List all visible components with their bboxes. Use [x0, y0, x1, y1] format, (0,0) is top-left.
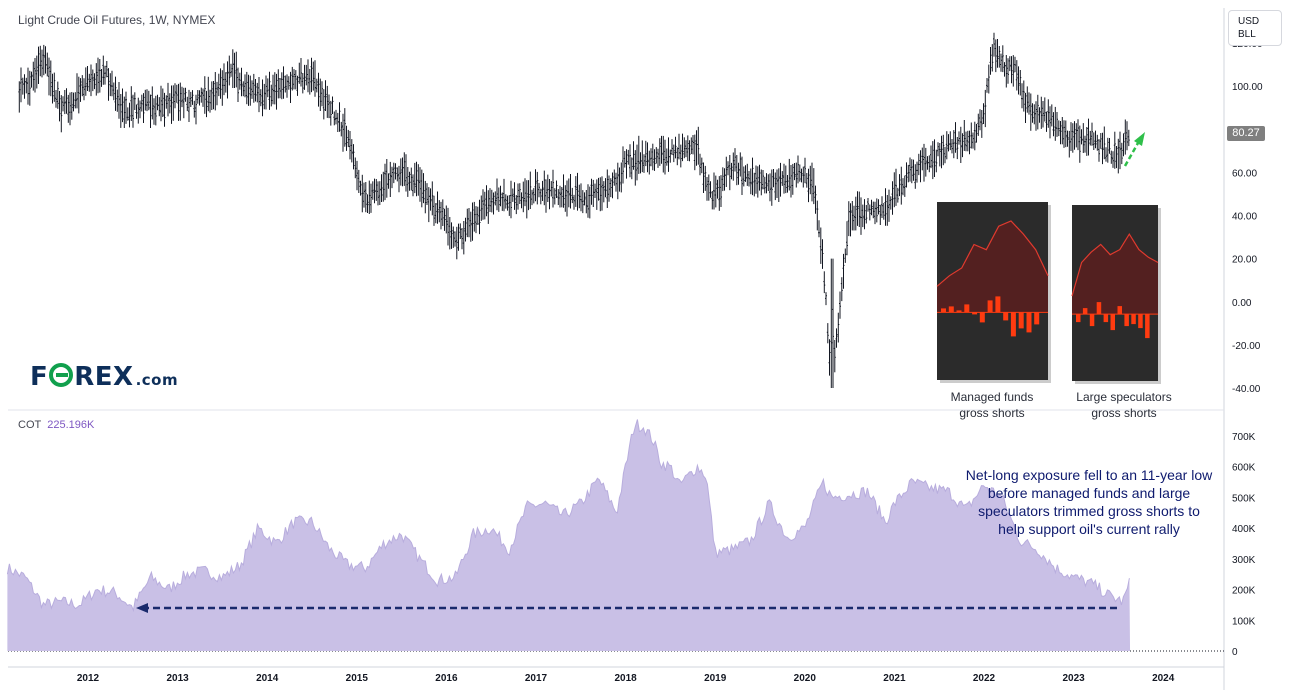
large-inset-bar	[1124, 314, 1129, 327]
price-axis-label: 100.00	[1232, 82, 1263, 93]
cot-axis-label: 700K	[1232, 432, 1256, 443]
large-inset-bar	[1131, 314, 1136, 325]
price-axis-label: 0.00	[1232, 298, 1252, 309]
managed-inset-bar	[1026, 312, 1032, 333]
time-axis-label: 2018	[614, 673, 637, 684]
logo-dotcom: .com	[135, 371, 179, 389]
annotation-text: Net-long exposure fell to an 11-year low…	[965, 467, 1213, 537]
cot-axis-label: 300K	[1232, 555, 1256, 566]
time-axis-label: 2023	[1062, 673, 1085, 684]
large-caption-line2: gross shorts	[1091, 406, 1157, 420]
time-axis-label: 2022	[973, 673, 996, 684]
price-axis-label: 40.00	[1232, 212, 1257, 223]
price-axis-label: 60.00	[1232, 168, 1257, 179]
time-axis-label: 2024	[1152, 673, 1175, 684]
unit-line-usd: USD	[1238, 16, 1260, 27]
time-axis-label: 2015	[346, 673, 369, 684]
managed-inset-bar	[1003, 312, 1009, 321]
managed-inset-bar	[1010, 312, 1016, 337]
large-inset-bar	[1076, 314, 1081, 323]
large-caption-line1: Large speculators	[1076, 390, 1172, 404]
price-bars	[18, 32, 1130, 388]
cot-name: COT	[18, 419, 42, 431]
cot-line	[6, 419, 1130, 613]
managed-caption-line2: gross shorts	[959, 406, 1025, 420]
cot-area	[7, 419, 1131, 651]
chart-title: Light Crude Oil Futures, 1W, NYMEX	[18, 13, 216, 27]
logo-o-mark-icon	[49, 363, 74, 387]
cot-axis-label: 600K	[1232, 463, 1256, 474]
managed-inset-bar	[948, 306, 954, 313]
managed-inset-bar	[1034, 312, 1040, 325]
cot-axis-label: 200K	[1232, 586, 1256, 597]
large-inset-bar	[1103, 314, 1109, 323]
time-axis-label: 2012	[77, 673, 100, 684]
managed-funds-caption: Managed funds gross shorts	[936, 389, 1048, 421]
large-inset-bar	[1138, 314, 1143, 329]
time-axis-label: 2016	[435, 673, 458, 684]
time-axis-label: 2014	[256, 673, 279, 684]
last-price-tag: 80.27	[1227, 126, 1265, 141]
large-inset-bar	[1089, 314, 1095, 327]
price-axis-label: -40.00	[1232, 384, 1261, 395]
large-inset-bar	[1145, 314, 1150, 339]
managed-inset-bar	[956, 310, 962, 313]
time-axis-label: 2021	[883, 673, 906, 684]
time-axis-label: 2013	[166, 673, 189, 684]
cot-axis-label: 100K	[1232, 616, 1256, 627]
managed-inset-bar	[972, 312, 978, 315]
rally-arrow-head-icon	[1134, 132, 1145, 146]
logo-letters-rex: REX	[74, 362, 134, 392]
managed-caption-line1: Managed funds	[950, 390, 1034, 404]
cot-low-arrow-head-icon	[136, 603, 148, 613]
cot-axis-label: 500K	[1232, 493, 1256, 504]
managed-inset-bar	[995, 296, 1001, 313]
managed-inset-bar	[941, 308, 946, 313]
large-inset-bar	[1117, 306, 1122, 315]
managed-inset-bar	[964, 304, 970, 313]
cot-axis-label: 400K	[1232, 524, 1256, 535]
logo-letter-f: F	[30, 362, 49, 392]
price-axis-label: 20.00	[1232, 255, 1257, 266]
cot-value: 225.196K	[47, 419, 95, 431]
managed-inset-bar	[1018, 312, 1024, 329]
large-inset-bar	[1082, 308, 1088, 315]
large-inset-line	[1071, 232, 1159, 297]
currency-unit-button[interactable]: USD BLL	[1228, 10, 1282, 46]
cot-axis-label: 0	[1232, 647, 1238, 658]
time-axis-label: 2020	[794, 673, 817, 684]
managed-inset-area	[937, 221, 1048, 313]
price-axis-label: -20.00	[1232, 341, 1261, 352]
large-inset-bar	[1096, 302, 1102, 315]
cot-indicator-label[interactable]: COT 225.196K	[18, 419, 94, 431]
time-axis-label: 2019	[704, 673, 727, 684]
managed-inset-bar	[987, 300, 993, 313]
time-axis-label: 2017	[525, 673, 548, 684]
large-specs-caption: Large speculators gross shorts	[1062, 389, 1186, 421]
rally-arrow-line	[1123, 142, 1140, 167]
managed-inset-line	[936, 220, 1049, 287]
unit-line-bll: BLL	[1238, 29, 1256, 40]
forex-logo: F REX .com	[30, 362, 178, 392]
large-inset-area	[1072, 234, 1158, 315]
managed-inset-bar	[979, 312, 985, 323]
large-inset-bar	[1110, 314, 1115, 331]
